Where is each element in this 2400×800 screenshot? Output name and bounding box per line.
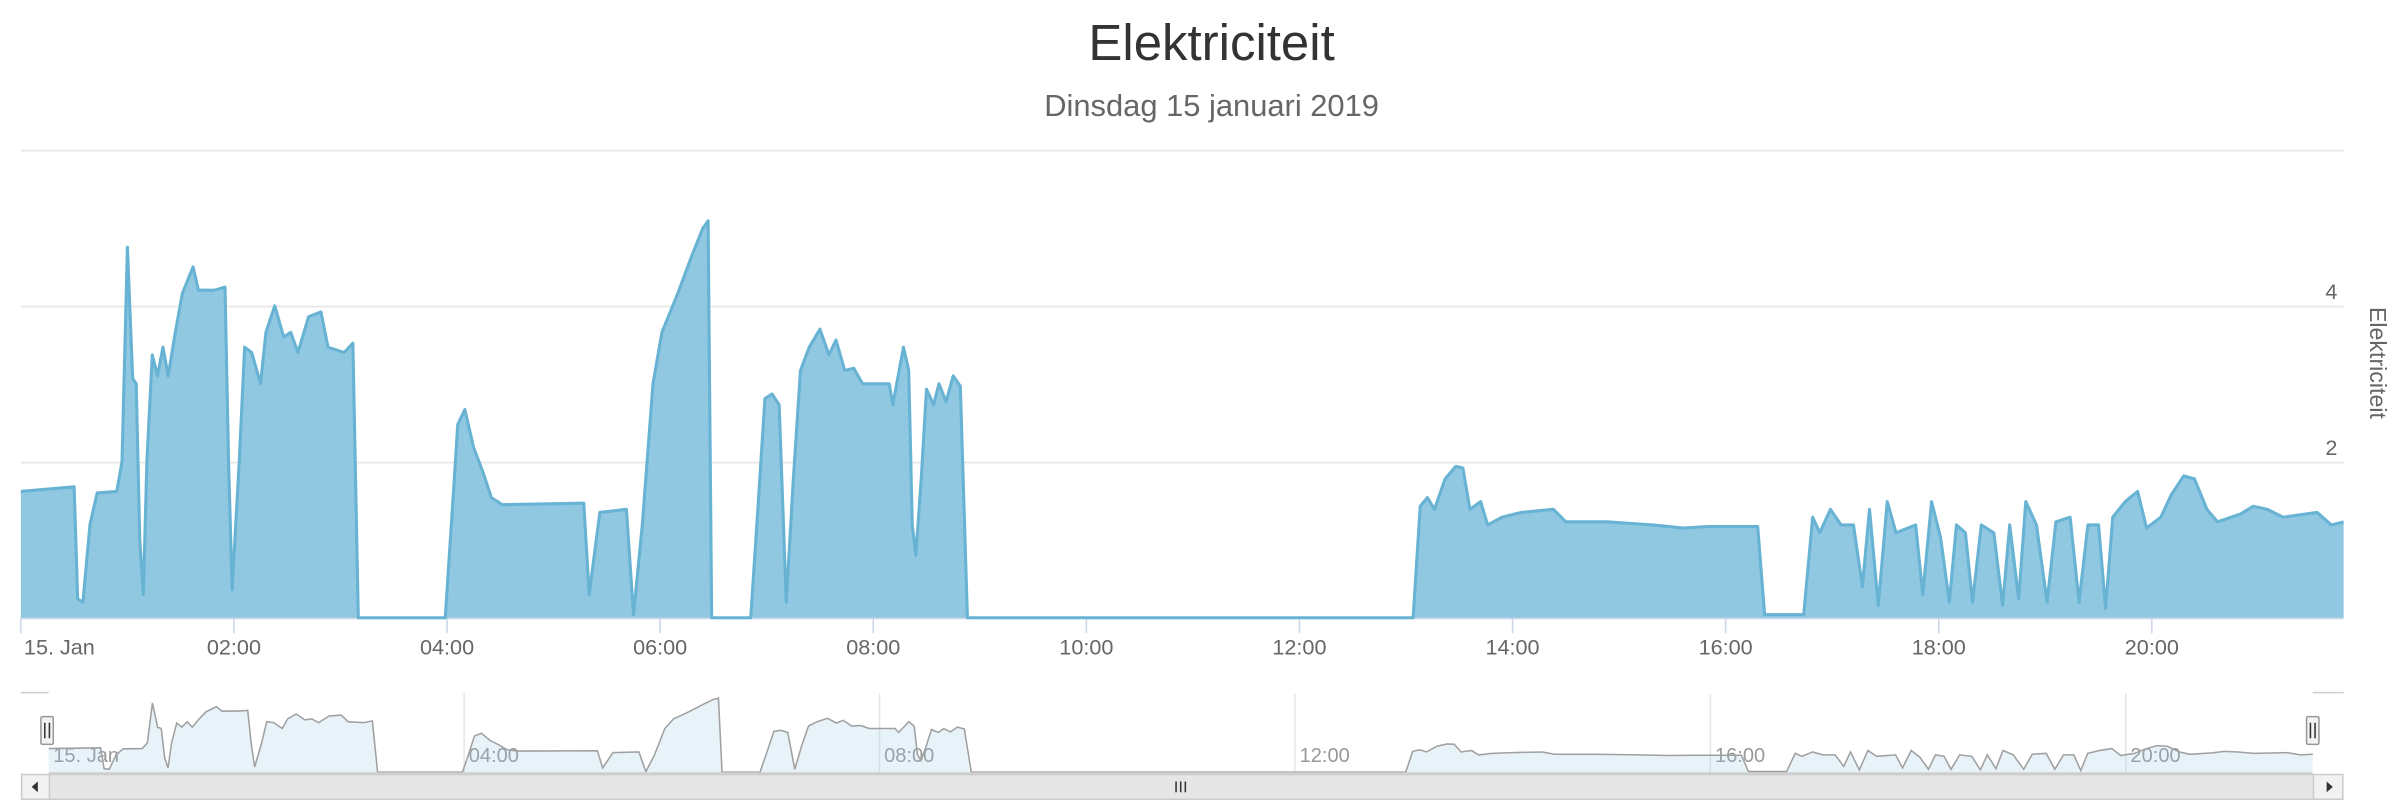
x-tick-label: 15. Jan xyxy=(24,634,95,659)
scrollbar-grip xyxy=(1175,781,1187,793)
x-tick-label: 14:00 xyxy=(1486,634,1540,659)
x-tick-label: 06:00 xyxy=(633,634,687,659)
x-tick-label: 18:00 xyxy=(1912,634,1966,659)
area-fill xyxy=(20,220,2344,618)
navigator-handle[interactable] xyxy=(2305,715,2320,746)
x-tick-label: 02:00 xyxy=(207,634,261,659)
x-tick-label: 12:00 xyxy=(1272,634,1326,659)
x-tick-label: 10:00 xyxy=(1059,634,1113,659)
x-tick-label: 16:00 xyxy=(1699,634,1753,659)
y-tick-label: 2 xyxy=(2325,435,2337,460)
y-axis-title: Elektriciteit xyxy=(2365,307,2391,420)
scroll-left-arrow[interactable] xyxy=(31,781,38,793)
x-tick-label: 08:00 xyxy=(846,634,900,659)
navigator-tick-label: 04:00 xyxy=(469,745,519,767)
y-tick-label: 4 xyxy=(2325,279,2337,304)
x-tick-label: 04:00 xyxy=(420,634,474,659)
x-tick-label: 20:00 xyxy=(2125,634,2179,659)
navigator-line xyxy=(48,697,2313,774)
navigator-tick-label: 12:00 xyxy=(1300,745,1350,767)
navigator-tick-label: 16:00 xyxy=(1715,745,1765,767)
navigator-area xyxy=(48,698,2313,773)
chart-subtitle: Dinsdag 15 januari 2019 xyxy=(1044,88,1379,123)
navigator-tick-label: 08:00 xyxy=(884,745,934,767)
chart-title: Elektriciteit xyxy=(1088,14,1334,71)
scroll-right-arrow[interactable] xyxy=(2326,781,2333,793)
area-line xyxy=(20,219,2345,620)
navigator-handle[interactable] xyxy=(40,715,55,746)
